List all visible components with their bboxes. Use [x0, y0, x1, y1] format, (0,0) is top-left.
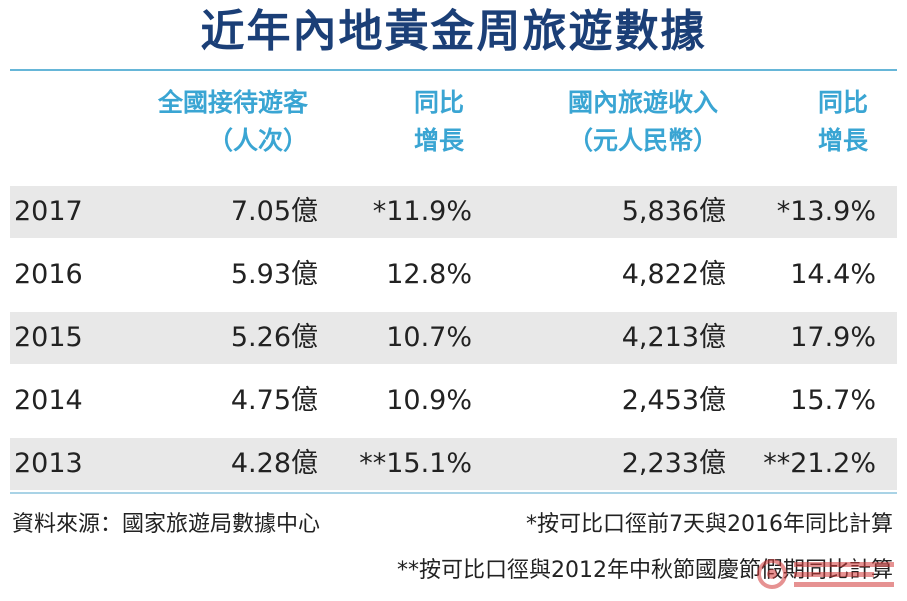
header-revenue-growth-line2: 增長 [817, 126, 868, 155]
revenue-cell: 2,453億 [621, 385, 726, 416]
visitors-cell: 7.05億 [230, 196, 318, 227]
revenue-growth-cell: 17.9% [790, 322, 876, 353]
header-visitors: 全國接待遊客 （人次） [96, 84, 308, 160]
year-cell: 2015 [14, 322, 83, 353]
header-revenue-growth-line1: 同比 [817, 88, 868, 117]
header-revenue-growth: 同比 增長 [744, 84, 868, 160]
header-rule [10, 69, 897, 71]
revenue-cell: 5,836億 [621, 196, 726, 227]
footer-rule [10, 492, 897, 494]
revenue-growth-cell: 15.7% [790, 385, 876, 416]
visitors-cell: 4.28億 [230, 448, 318, 479]
revenue-growth-cell: **21.2% [763, 448, 876, 479]
newspaper-logo-icon [757, 559, 894, 589]
table-row: 2015 5.26億 10.7% 4,213億 17.9% [10, 312, 897, 364]
table-row: 2017 7.05億 *11.9% 5,836億 *13.9% [10, 186, 897, 238]
revenue-cell: 2,233億 [621, 448, 726, 479]
year-cell: 2016 [14, 259, 83, 290]
year-cell: 2013 [14, 448, 83, 479]
visitors-growth-cell: *11.9% [372, 196, 472, 227]
visitors-cell: 5.93億 [230, 259, 318, 290]
visitors-growth-cell: 10.9% [386, 385, 472, 416]
header-visitors-growth-line1: 同比 [413, 88, 464, 117]
header-visitors-line1: 全國接待遊客 [157, 88, 308, 117]
header-visitors-growth: 同比 增長 [340, 84, 464, 160]
year-cell: 2014 [14, 385, 83, 416]
header-revenue: 國內旅遊收入 （元人民幣） [500, 84, 718, 160]
visitors-cell: 4.75億 [230, 385, 318, 416]
revenue-cell: 4,822億 [621, 259, 726, 290]
revenue-growth-cell: *13.9% [776, 196, 876, 227]
visitors-growth-cell: **15.1% [359, 448, 472, 479]
header-revenue-line2: （元人民幣） [567, 126, 718, 155]
visitors-cell: 5.26億 [230, 322, 318, 353]
year-cell: 2017 [14, 196, 83, 227]
chart-title: 近年內地黃金周旅遊數據 [200, 6, 707, 57]
header-visitors-growth-line2: 增長 [413, 126, 464, 155]
visitors-growth-cell: 12.8% [386, 259, 472, 290]
footnote-1: *按可比口徑前7天與2016年同比計算 [526, 512, 893, 537]
table-row: 2014 4.75億 10.9% 2,453億 15.7% [10, 375, 897, 427]
table-row: 2016 5.93億 12.8% 4,822億 14.4% [10, 249, 897, 301]
header-visitors-line2: （人次） [207, 126, 308, 155]
header-revenue-line1: 國內旅遊收入 [567, 88, 718, 117]
table-header: 全國接待遊客 （人次） 同比 增長 國內旅遊收入 （元人民幣） 同比 增長 [0, 84, 907, 174]
revenue-growth-cell: 14.4% [790, 259, 876, 290]
visitors-growth-cell: 10.7% [386, 322, 472, 353]
table-row: 2013 4.28億 **15.1% 2,233億 **21.2% [10, 438, 897, 490]
source-note: 資料來源：國家旅遊局數據中心 [12, 512, 321, 537]
revenue-cell: 4,213億 [621, 322, 726, 353]
